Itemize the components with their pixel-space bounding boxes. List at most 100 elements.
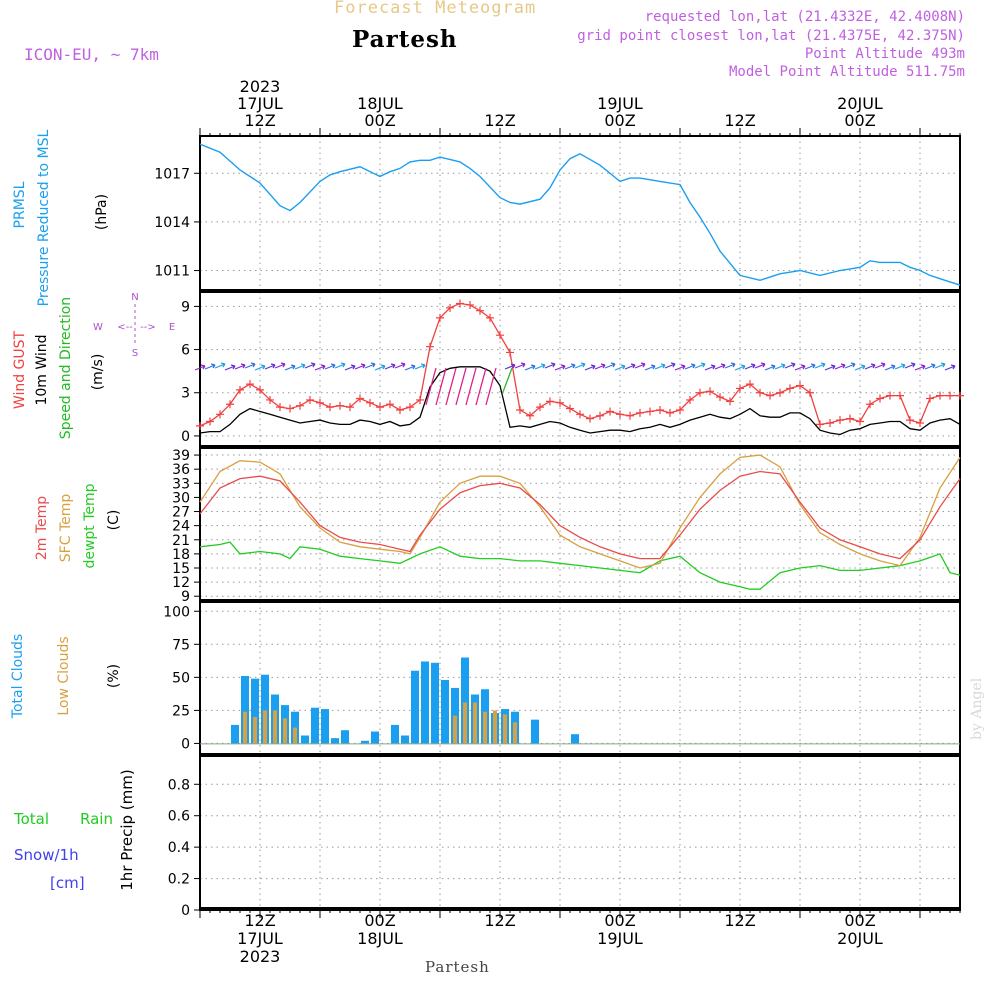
low-cloud-bar <box>493 710 497 744</box>
wind-direction-arrow <box>884 364 896 371</box>
2m-temp-line <box>199 470 961 560</box>
wind-direction-arrow <box>364 362 376 369</box>
pressure-ytick-label: 1011 <box>154 264 190 280</box>
top-time-label: 17JUL <box>237 94 283 113</box>
wind-direction-arrow <box>694 362 706 369</box>
total-cloud-bar <box>321 709 329 744</box>
wind-direction-arrow <box>414 363 426 370</box>
wind-direction-arrow <box>934 362 946 369</box>
wind-gust-marker <box>466 300 474 309</box>
pressure-ytick-label: 1017 <box>154 166 190 182</box>
total-cloud-bar <box>401 735 409 744</box>
wind-direction-arrow <box>324 363 336 370</box>
wind-gust-marker <box>516 406 524 415</box>
total-cloud-bar <box>391 724 399 744</box>
low-cloud-bar <box>463 702 467 744</box>
wind-direction-arrow <box>824 364 836 371</box>
wind-direction-arrow <box>844 362 856 369</box>
wind-strong-arrow <box>465 367 477 406</box>
temperature-ytick-label: 30 <box>172 490 190 506</box>
precipitation-ytick-label: 0.4 <box>168 840 190 856</box>
wind-direction-arrow <box>344 364 356 371</box>
wind-gust-marker <box>206 417 214 426</box>
wind-direction-arrow <box>584 364 596 371</box>
wind-gust-marker <box>816 420 824 429</box>
wind-gust-marker <box>656 406 664 415</box>
wind-gust-marker <box>546 397 554 406</box>
wind-direction-arrow <box>534 363 546 370</box>
wind-direction-arrow <box>784 362 796 369</box>
wind-gust-marker <box>596 411 604 420</box>
wind-direction-arrow <box>704 364 716 371</box>
wind-gust-marker <box>576 410 584 419</box>
total-cloud-bar <box>241 676 249 744</box>
temperature-ytick-label: 36 <box>172 462 190 478</box>
wind-direction-arrow <box>654 363 666 370</box>
wind-direction-arrow <box>574 362 586 369</box>
requested-coords: requested lon,lat (21.4332E, 42.4008N) <box>644 9 965 25</box>
wind-gust-marker <box>446 303 454 312</box>
clouds-ytick-label: 25 <box>172 703 190 719</box>
wind-gust-marker <box>486 313 494 322</box>
wind-gust-marker <box>216 410 224 419</box>
wind-gust-marker <box>836 416 844 425</box>
top-time-label: 00Z <box>604 111 635 130</box>
compass-s: S <box>132 348 138 359</box>
wind-strong-arrow <box>445 367 457 406</box>
wind-strong-arrow <box>475 367 487 406</box>
wind-gust-marker <box>746 380 754 389</box>
wind-gust-marker <box>526 411 534 420</box>
wind-ytick-label: 3 <box>181 386 190 402</box>
wind-gust-marker <box>286 404 294 413</box>
top-time-label: 12Z <box>724 111 755 130</box>
sfc-temp-line <box>199 454 961 569</box>
top-time-label: 00Z <box>844 111 875 130</box>
wind-gust-marker <box>416 395 424 404</box>
wind-direction-arrow <box>664 362 676 369</box>
wind-gust-marker <box>496 331 504 340</box>
wind-direction-arrow <box>644 364 656 371</box>
wind-gust-marker <box>646 407 654 416</box>
temperature-frame <box>199 447 961 601</box>
wind-direction-arrow <box>924 363 936 370</box>
wind-gust-marker <box>796 381 804 390</box>
wind-gust-marker <box>886 391 894 400</box>
wind-gust-marker <box>406 403 414 412</box>
wind-label: 10m Wind <box>34 334 50 405</box>
clouds-ytick-label: 75 <box>172 637 190 653</box>
total-cloud-bar <box>301 735 309 744</box>
bottom-time-label: 12Z <box>484 911 515 930</box>
wind-direction-arrow <box>214 362 226 369</box>
compass-n: N <box>131 292 138 303</box>
low-cloud-bar <box>473 702 477 744</box>
wind-gust-marker <box>846 414 854 423</box>
wind-strong-arrow <box>435 367 447 406</box>
wind-direction-arrow <box>264 363 276 370</box>
wind-gust-marker <box>366 398 374 407</box>
wind-strong-arrow <box>425 367 437 406</box>
bottom-time-label: 19JUL <box>597 929 643 948</box>
wind-direction-arrow <box>254 364 266 371</box>
wind-direction-arrow <box>314 364 326 371</box>
temperature-ytick-label: 27 <box>172 505 190 521</box>
wind-gust-marker <box>946 391 954 400</box>
wind-direction-arrow <box>744 363 756 370</box>
wind-strong-arrow <box>455 367 467 406</box>
location-title: Partesh <box>352 26 458 53</box>
wind-direction-arrow <box>304 362 316 369</box>
compass-e: E <box>169 322 175 333</box>
wind-gust-marker <box>696 388 704 397</box>
wind-direction-arrow <box>394 362 406 369</box>
wind-gust-marker <box>916 418 924 427</box>
wind-ytick-label: 0 <box>181 429 190 445</box>
total-cloud-bar <box>461 657 469 744</box>
wind-direction-arrow <box>284 364 296 371</box>
wind-gust-marker <box>426 342 434 351</box>
bottom-time-label: 12Z <box>244 911 275 930</box>
wind-direction-arrow <box>794 364 806 371</box>
wind-gust-marker <box>476 306 484 315</box>
wind-direction-arrow <box>834 363 846 370</box>
wind-gust-marker <box>606 407 614 416</box>
wind-direction-arrow <box>754 362 766 369</box>
total-cloud-bar <box>441 679 449 744</box>
